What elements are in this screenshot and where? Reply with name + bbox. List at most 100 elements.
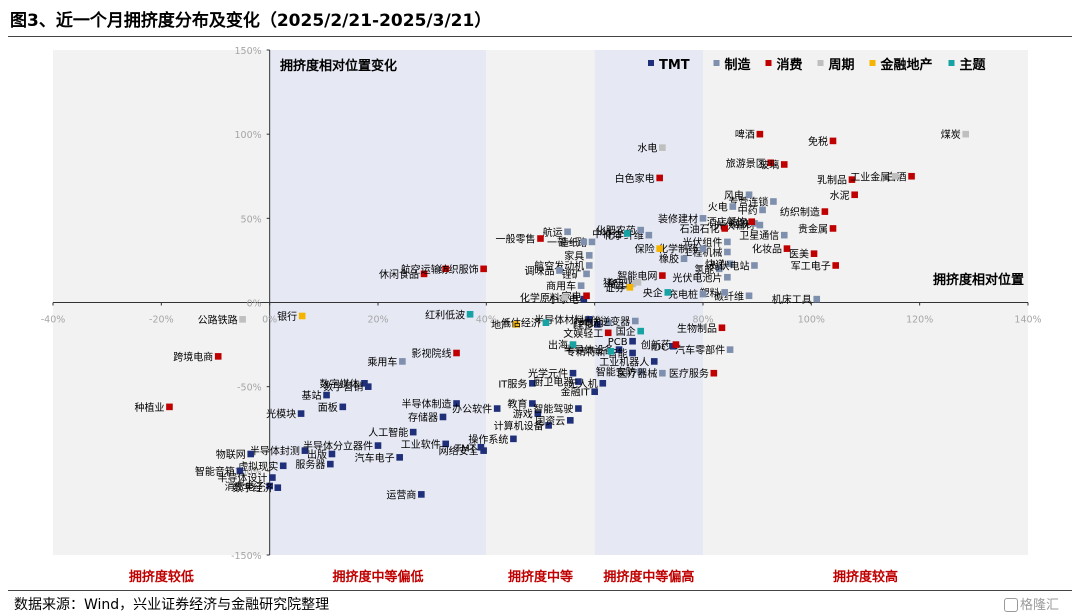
data-label-119: 低估经济 [501, 317, 541, 330]
watermark-text: 格隆汇 [1020, 598, 1060, 613]
data-label-37: 半导体设备 [564, 344, 614, 357]
data-label-107: 公路铁路 [198, 313, 238, 326]
x-tick-label-9: 140% [1014, 315, 1041, 326]
data-point-9 [236, 467, 244, 475]
y-tick-label-6: -150% [231, 551, 262, 562]
data-label-20: 半导体制造 [402, 398, 452, 411]
data-point-3 [339, 403, 347, 411]
data-point-16 [396, 454, 403, 461]
data-label-92: 创新药 [641, 339, 671, 352]
data-point-67 [724, 238, 731, 246]
data-point-101 [829, 225, 837, 232]
data-point-12 [266, 482, 273, 490]
data-point-11 [269, 474, 276, 481]
data-label-36: LED [573, 320, 593, 331]
data-label-68: 钢铁 [729, 217, 749, 230]
data-point-13 [274, 484, 282, 491]
legend-label-4: 金融地产 [880, 57, 933, 73]
data-point-121 [607, 348, 615, 355]
data-label-88: 白色家电 [615, 172, 655, 185]
data-label-5: 半导体封测 [250, 445, 300, 458]
data-point-32 [575, 378, 582, 385]
data-point-34 [599, 380, 607, 387]
data-label-81: 休闲食品 [379, 268, 419, 281]
y-axis-title: 拥挤度相对位置变化 [280, 58, 397, 74]
data-label-124: 中特估 [592, 227, 622, 240]
data-point-58 [721, 289, 728, 296]
zone-label-3: 拥挤度中等偏高 [603, 569, 694, 585]
data-label-12: 消费电子 [225, 480, 265, 493]
data-label-40: IDC [651, 342, 669, 353]
x-tick-label-5: 60% [584, 315, 605, 326]
zone-label-2: 拥挤度中等 [508, 569, 573, 585]
data-point-8 [327, 460, 334, 468]
data-label-87: 文娱轻工 [563, 327, 603, 340]
y-tick-label-4: -50% [237, 383, 262, 394]
data-point-94 [767, 159, 775, 167]
data-point-31 [569, 369, 577, 377]
data-label-9: 智能音箱 [195, 465, 235, 478]
data-point-88 [656, 174, 663, 182]
data-label-104: 军工电子 [791, 259, 831, 272]
data-label-106: 酒店餐饮 [707, 216, 747, 229]
legend-swatch-3 [817, 60, 824, 66]
data-label-101: 贵金属 [798, 222, 828, 235]
x-tick-label-1: -20% [149, 315, 174, 326]
data-label-69: 专营连锁 [728, 196, 768, 209]
data-label-4: 光模块 [266, 408, 296, 421]
source-note: 数据来源：Wind，兴业证券经济与金融研究院整理 [14, 597, 330, 613]
data-label-30: 国资云 [535, 415, 565, 427]
data-point-73 [726, 346, 734, 353]
data-label-114: 银行 [277, 310, 297, 323]
data-label-18: 工业软件 [401, 438, 441, 451]
data-label-45: 光伏逆变器 [580, 315, 630, 328]
data-point-86 [583, 292, 590, 300]
data-label-80: 跨境电商 [173, 350, 213, 363]
data-point-90 [718, 324, 726, 332]
data-point-43 [399, 358, 406, 365]
data-point-115 [512, 321, 520, 328]
data-point-22 [477, 443, 485, 451]
x-axis-title: 拥挤度相对位置 [933, 272, 1024, 288]
data-point-116 [626, 284, 634, 291]
data-label-67: 光伏组件 [682, 236, 722, 249]
data-point-79 [166, 403, 173, 411]
data-point-107 [239, 316, 246, 323]
data-point-104 [832, 262, 840, 269]
data-label-98: 水泥 [830, 189, 850, 202]
data-point-14 [374, 442, 382, 449]
data-point-21 [480, 447, 487, 454]
data-label-120: 出海 [548, 339, 568, 352]
data-point-51 [580, 238, 588, 246]
data-label-121: 专精特新 [566, 345, 606, 358]
data-point-18 [442, 440, 450, 448]
data-point-49 [585, 262, 593, 269]
data-point-36 [594, 321, 601, 328]
data-label-60: 光伏电池片 [672, 271, 722, 284]
data-label-24: 操作系统 [468, 433, 508, 446]
data-point-61 [715, 265, 723, 273]
data-label-63: 光伏电站 [709, 259, 749, 272]
data-label-49: 航空发动机 [534, 259, 584, 272]
data-label-11: 半导体设计 [217, 472, 267, 485]
zone-label-0: 拥挤度较低 [129, 569, 194, 585]
data-point-72 [759, 206, 766, 214]
data-point-53 [556, 267, 563, 274]
data-label-13: 数字经济 [233, 482, 273, 495]
data-point-42 [580, 295, 588, 303]
data-point-118 [466, 310, 474, 318]
data-label-33: 金融IT [561, 386, 591, 399]
data-label-54: 商用车 [546, 280, 576, 293]
data-label-76: 化学纤维 [604, 229, 644, 242]
data-label-48: 锂矿 [562, 268, 582, 281]
data-label-50: 一带一路 [547, 236, 587, 249]
data-point-87 [604, 329, 612, 337]
data-point-91 [710, 369, 718, 377]
data-label-3: 面板 [318, 401, 338, 414]
data-label-53: 调味品 [524, 266, 554, 278]
data-point-64 [724, 248, 731, 256]
data-point-28 [545, 422, 552, 429]
legend-swatch-0 [648, 60, 654, 66]
x-tick-label-6: 80% [692, 315, 713, 326]
data-point-29 [575, 405, 582, 412]
